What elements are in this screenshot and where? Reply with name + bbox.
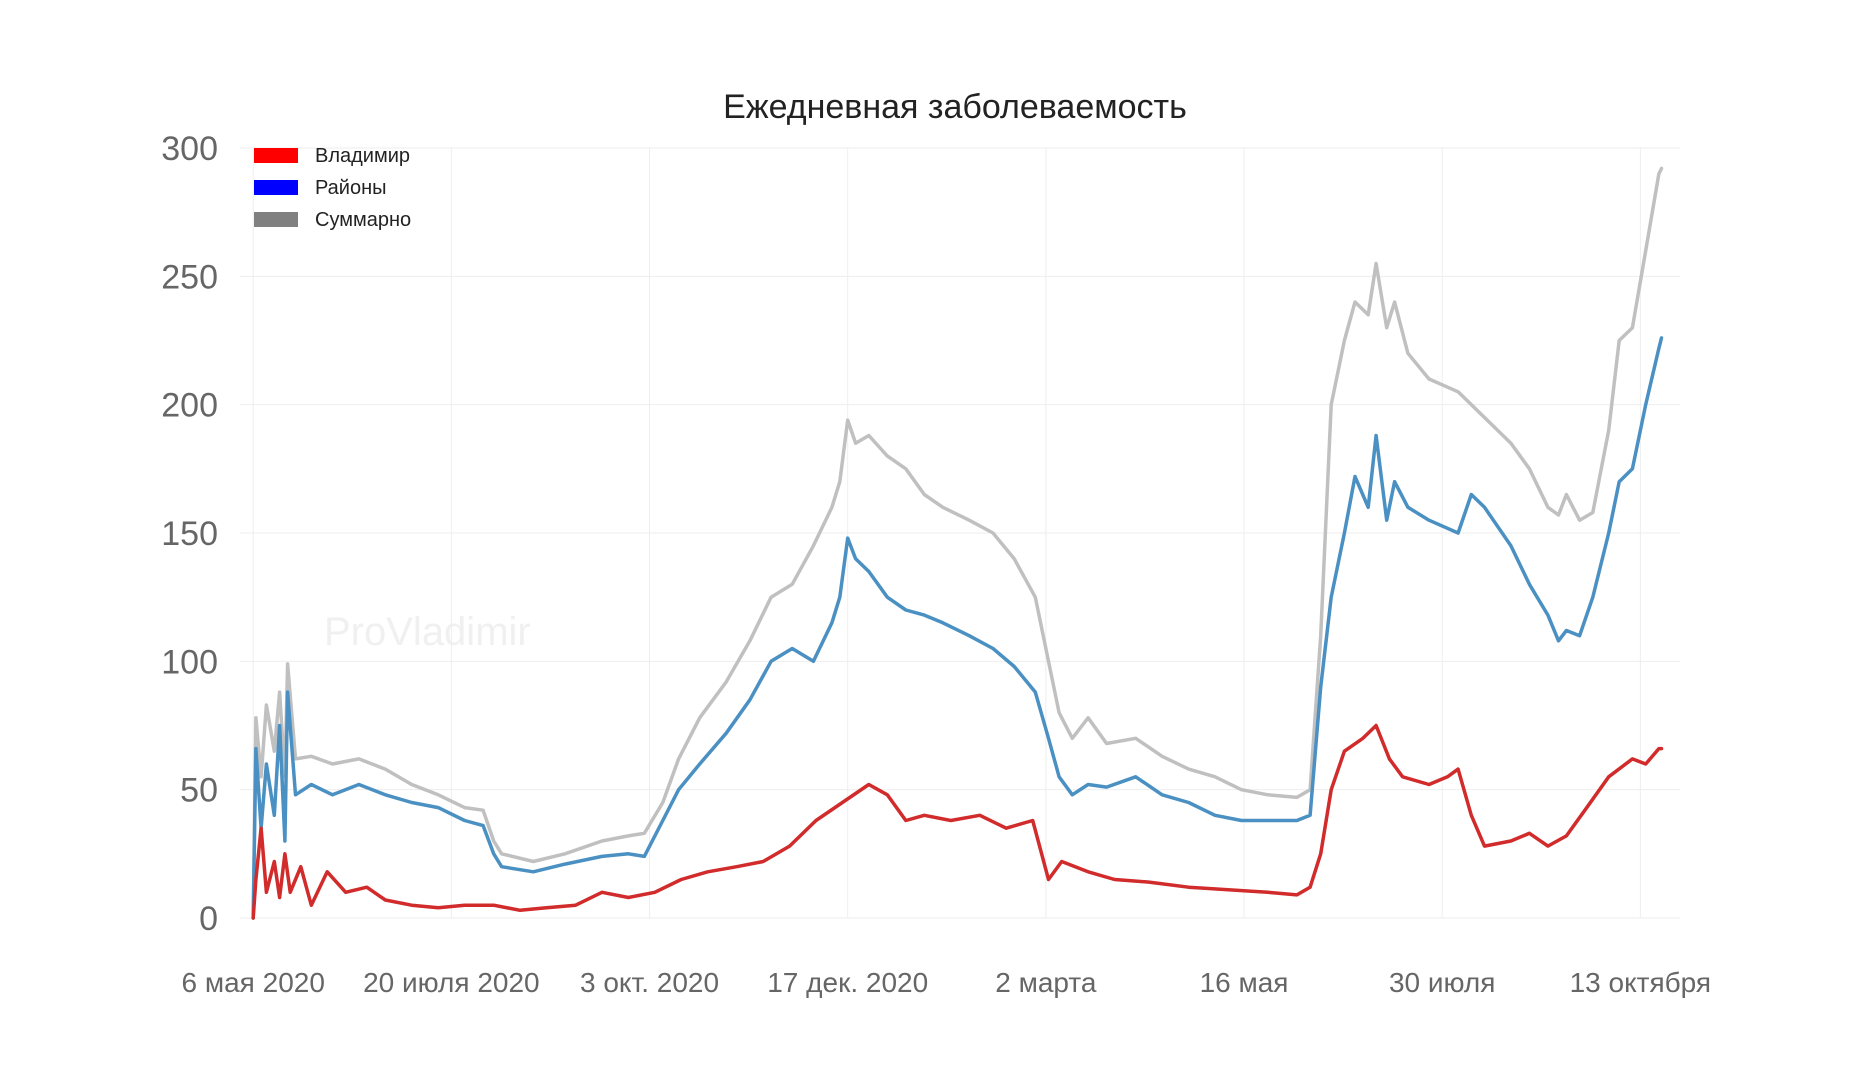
series-line-0 xyxy=(251,166,1664,920)
x-tick-label: 30 июля xyxy=(1389,967,1495,998)
legend-swatch xyxy=(254,212,298,227)
x-tick-label: 3 окт. 2020 xyxy=(580,967,719,998)
series-line-2 xyxy=(251,723,1664,920)
x-tick-label: 6 мая 2020 xyxy=(182,967,325,998)
x-tick-label: 16 мая xyxy=(1200,967,1289,998)
series-lines xyxy=(251,166,1664,920)
y-axis-ticks: 0 50 100 150 200 250 300 xyxy=(161,130,218,938)
grid-lines xyxy=(240,147,1680,919)
y-tick-label: 250 xyxy=(161,258,218,296)
x-tick-label: 13 октября xyxy=(1570,967,1712,998)
legend-label: Владимир xyxy=(315,145,410,167)
x-tick-label: 20 июля 2020 xyxy=(363,967,540,998)
x-tick-label: 17 дек. 2020 xyxy=(767,967,928,998)
y-tick-label: 100 xyxy=(161,643,218,681)
y-tick-label: 150 xyxy=(161,515,218,553)
y-tick-label: 0 xyxy=(199,900,218,938)
y-tick-label: 200 xyxy=(161,387,218,425)
legend-swatch xyxy=(254,180,298,195)
y-tick-label: 50 xyxy=(180,772,218,810)
watermark-text: ProVladimir xyxy=(324,610,531,654)
x-axis-ticks: 6 мая 2020 20 июля 2020 3 окт. 2020 17 дек.… xyxy=(182,967,1712,998)
chart-title: Ежедневная заболеваемость xyxy=(723,88,1187,126)
legend-label: Суммарно xyxy=(315,209,411,231)
y-tick-label: 300 xyxy=(161,130,218,168)
legend: Владимир Районы Суммарно xyxy=(254,145,411,231)
series-line-1 xyxy=(251,336,1664,920)
x-tick-label: 2 марта xyxy=(995,967,1097,998)
legend-swatch xyxy=(254,148,298,163)
legend-label: Районы xyxy=(315,177,387,199)
